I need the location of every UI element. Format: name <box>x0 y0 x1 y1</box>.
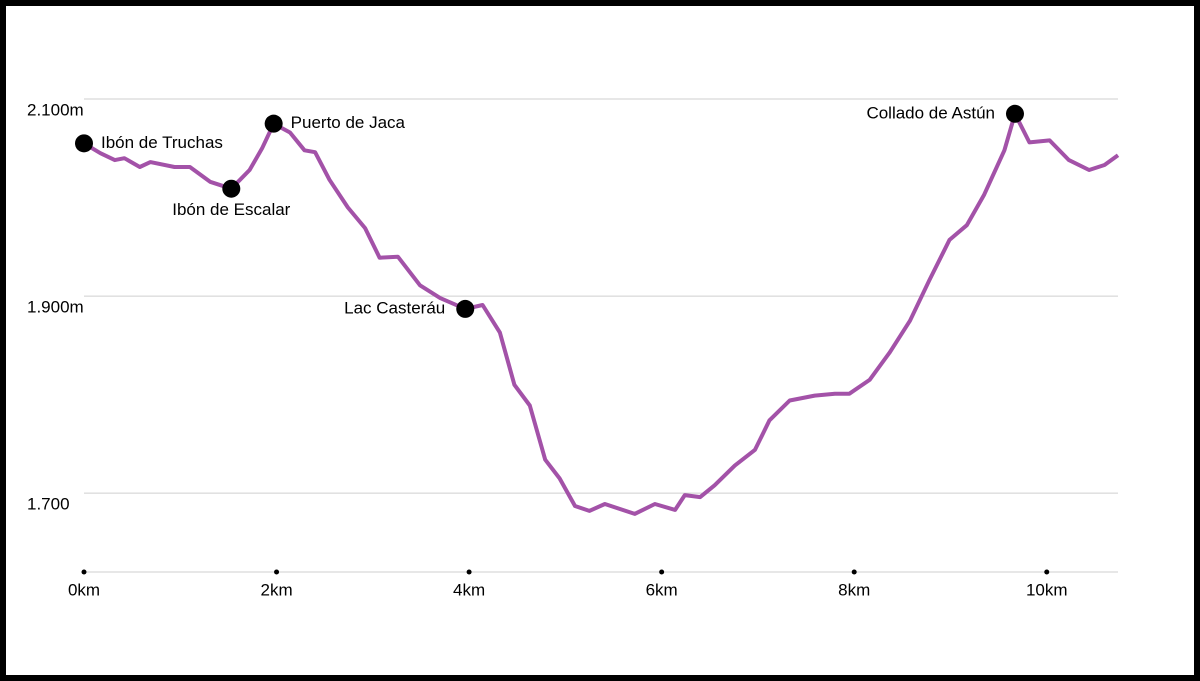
x-tick <box>466 569 472 575</box>
waypoint-label: Ibón de Escalar <box>172 200 290 219</box>
waypoint-marker <box>75 134 93 153</box>
waypoint-label: Collado de Astún <box>866 103 995 122</box>
waypoint-marker <box>264 114 283 133</box>
x-tick-label: 0km <box>68 580 100 599</box>
x-tick <box>81 569 87 575</box>
waypoint-marker <box>222 179 241 198</box>
y-tick-label: 2.100m <box>27 101 84 120</box>
waypoint-label: Ibón de Truchas <box>101 133 223 152</box>
y-tick-label: 1.700 <box>27 495 70 514</box>
x-tick-label: 2km <box>260 580 292 599</box>
x-tick <box>851 569 857 575</box>
x-tick <box>659 569 665 575</box>
waypoint-label: Puerto de Jaca <box>291 113 406 132</box>
x-tick-label: 8km <box>838 580 870 599</box>
x-tick <box>1044 569 1050 575</box>
waypoint-marker <box>456 299 475 318</box>
x-tick <box>274 569 280 575</box>
x-tick-label: 10km <box>1026 580 1068 599</box>
x-tick-label: 6km <box>646 580 678 599</box>
y-tick-label: 1.900m <box>27 298 84 317</box>
elevation-line <box>82 111 1120 516</box>
waypoint-marker <box>1005 104 1024 123</box>
waypoint-label: Lac Casteráu <box>344 298 445 317</box>
x-tick-label: 4km <box>453 580 485 599</box>
